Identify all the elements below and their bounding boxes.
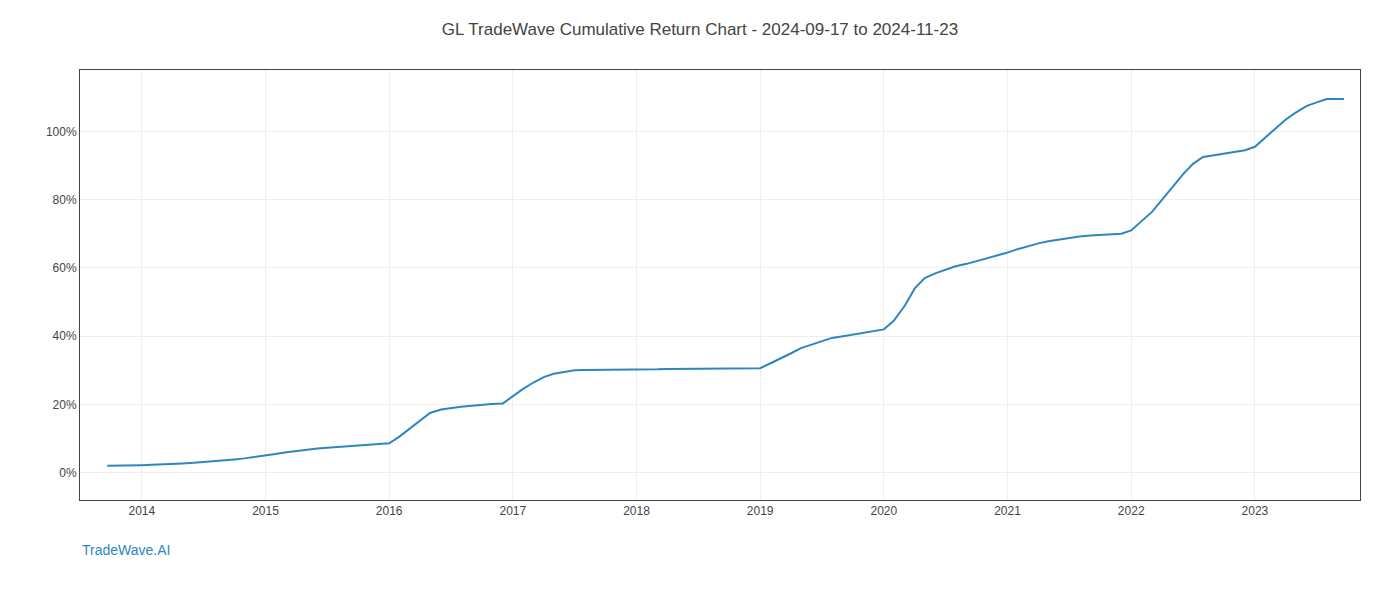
- svg-text:2019: 2019: [747, 504, 774, 518]
- svg-text:2016: 2016: [376, 504, 403, 518]
- svg-text:2014: 2014: [128, 504, 155, 518]
- svg-text:0%: 0%: [59, 466, 77, 480]
- svg-text:2018: 2018: [623, 504, 650, 518]
- svg-text:2023: 2023: [1242, 504, 1269, 518]
- svg-text:2022: 2022: [1118, 504, 1145, 518]
- svg-text:80%: 80%: [53, 193, 77, 207]
- svg-text:GL TradeWave Cumulative Return: GL TradeWave Cumulative Return Chart - 2…: [442, 20, 958, 39]
- svg-text:TradeWave.AI: TradeWave.AI: [82, 542, 170, 558]
- svg-text:60%: 60%: [53, 261, 77, 275]
- svg-text:20%: 20%: [53, 398, 77, 412]
- svg-text:40%: 40%: [53, 329, 77, 343]
- svg-text:2015: 2015: [252, 504, 279, 518]
- svg-text:2021: 2021: [994, 504, 1021, 518]
- svg-text:100%: 100%: [46, 125, 77, 139]
- svg-text:2020: 2020: [871, 504, 898, 518]
- svg-text:2017: 2017: [499, 504, 526, 518]
